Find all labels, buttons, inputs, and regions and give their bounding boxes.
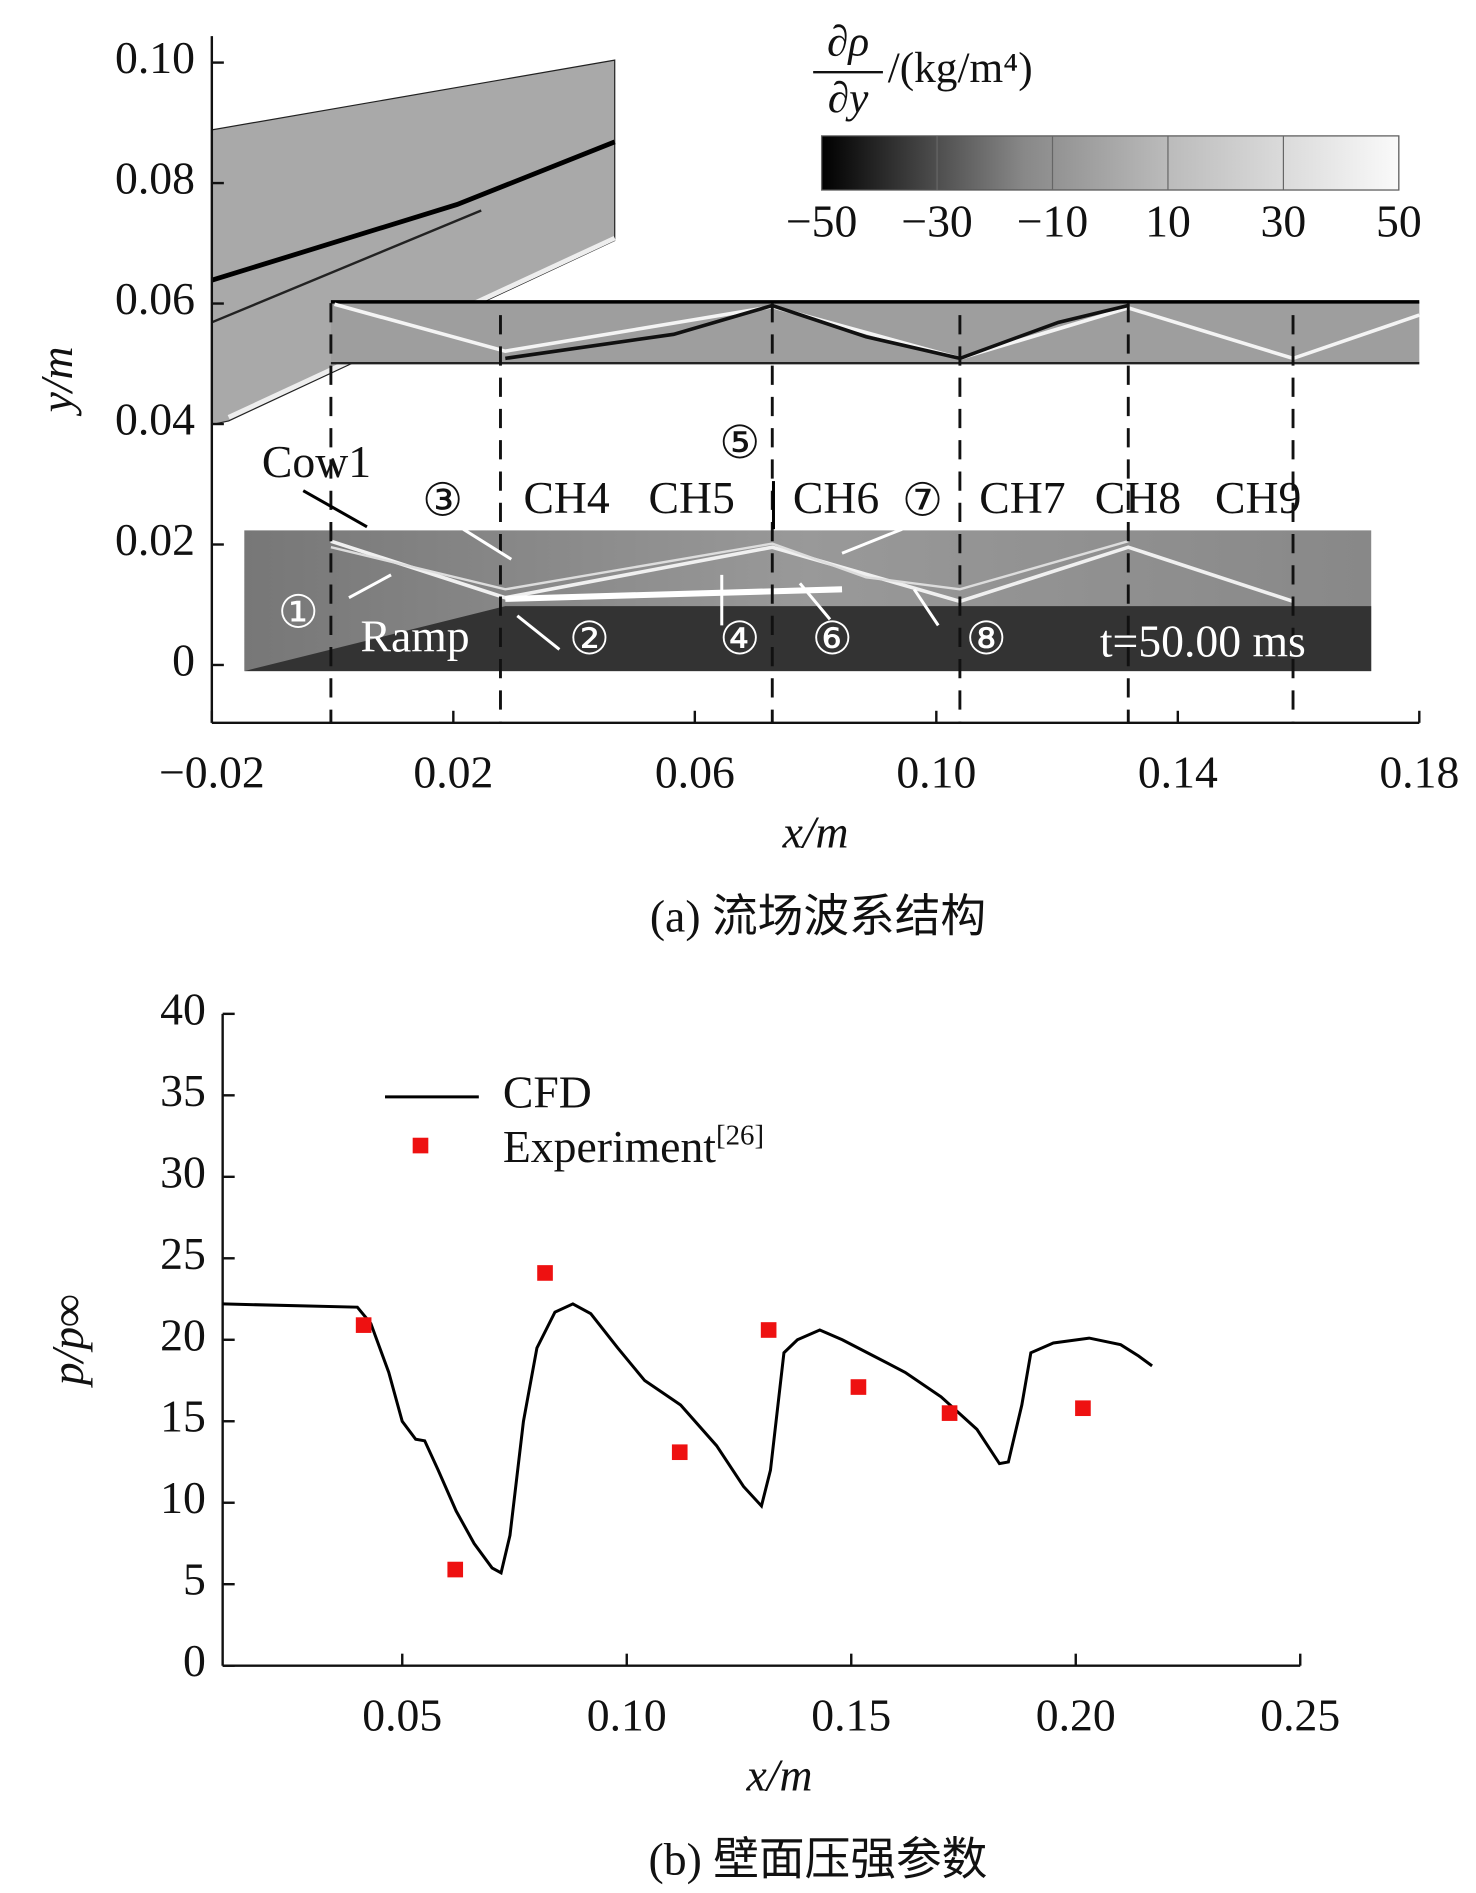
annotation: CH5 xyxy=(649,472,735,523)
y-tick-label: 5 xyxy=(183,1554,206,1605)
colorbar-tick-label: −10 xyxy=(1017,196,1088,247)
colorbar-tick-label: −50 xyxy=(786,196,857,247)
x-tick-label: 0.06 xyxy=(655,746,735,797)
experiment-point xyxy=(447,1561,464,1578)
colorbar-unit: /(kg/m⁴) xyxy=(888,44,1033,92)
annotation: CH9 xyxy=(1215,472,1301,523)
cfd-line xyxy=(222,1302,1153,1576)
annotation: ④ xyxy=(719,613,760,664)
x-axis-label: x/m xyxy=(782,807,849,858)
colorbar-denominator: ∂y xyxy=(828,74,869,122)
annotation: CH7 xyxy=(979,472,1065,523)
citation: [26] xyxy=(716,1119,764,1151)
legend-label: CFD xyxy=(503,1066,592,1117)
experiment-point xyxy=(760,1322,777,1338)
annotation: ① xyxy=(278,586,319,637)
colorbar-tick-label: 10 xyxy=(1145,196,1191,247)
dashed-lines xyxy=(329,303,1295,723)
experiment-point xyxy=(850,1379,867,1395)
annotation: Cow1 xyxy=(262,436,371,487)
annotation: ⑥ xyxy=(812,613,853,664)
colorbar xyxy=(820,135,1400,191)
y-tick-label: 0.02 xyxy=(115,514,195,565)
legend-marker xyxy=(412,1137,429,1154)
y-tick-label: 0.10 xyxy=(115,32,195,83)
annotation: ② xyxy=(569,613,610,664)
annotation: ⑤ xyxy=(719,417,760,468)
caption: (b) 壁面压强参数 xyxy=(649,1834,988,1885)
legend-name: Experiment xyxy=(503,1122,716,1173)
arrows xyxy=(302,481,940,651)
x-tick-label: 0.05 xyxy=(362,1689,442,1740)
experiment-point xyxy=(1075,1400,1091,1417)
y-axis-label: p/p∞ xyxy=(42,1294,93,1388)
caption: (a) 流场波系结构 xyxy=(650,891,986,942)
x-tick-label: 0.10 xyxy=(896,746,976,797)
experiment-point xyxy=(355,1317,372,1333)
x-tick-label: 0.14 xyxy=(1138,746,1218,797)
annotation: t=50.00 ms xyxy=(1100,615,1306,666)
y-tick-label: 0.04 xyxy=(115,394,195,445)
y-tick-label: 20 xyxy=(160,1309,206,1360)
x-tick-label: 0.02 xyxy=(413,746,493,797)
y-axis-label: y/m xyxy=(31,346,82,416)
annotation: CH6 xyxy=(793,472,879,523)
y-tick-label: 25 xyxy=(160,1228,206,1279)
experiment-point xyxy=(537,1265,553,1281)
annotation: CH4 xyxy=(523,472,609,523)
colorbar-tick-label: 30 xyxy=(1261,196,1307,247)
legend-label: Experiment[26] xyxy=(503,1119,764,1172)
experiment-point xyxy=(671,1444,688,1461)
annotation: CH8 xyxy=(1095,472,1181,523)
x-tick-label: 0.25 xyxy=(1260,1689,1340,1740)
y-tick-label: 15 xyxy=(160,1391,206,1442)
y-tick-label: 0.06 xyxy=(115,273,195,324)
annotation: ⑧ xyxy=(966,613,1007,664)
x-tick-label: 0.15 xyxy=(811,1689,891,1740)
annotation: Ramp xyxy=(361,611,470,662)
x-tick-label: −0.02 xyxy=(159,746,265,797)
y-tick-label: 10 xyxy=(160,1472,206,1523)
x-tick-label: 0.10 xyxy=(587,1689,667,1740)
y-tick-label: 35 xyxy=(160,1065,206,1116)
colorbar-tick-label: 50 xyxy=(1376,196,1422,247)
y-tick-label: 0 xyxy=(172,634,195,685)
y-tick-label: 0.08 xyxy=(115,153,195,204)
annotation: ③ xyxy=(422,475,463,526)
colorbar-tick-label: −30 xyxy=(901,196,972,247)
annotation: ⑦ xyxy=(902,475,943,526)
colorbar-numerator: ∂ρ xyxy=(827,18,869,66)
x-axis-label: x/m xyxy=(746,1749,813,1800)
y-tick-label: 40 xyxy=(160,983,206,1034)
x-tick-label: 0.18 xyxy=(1379,746,1459,797)
y-tick-label: 0 xyxy=(183,1635,206,1686)
y-tick-label: 30 xyxy=(160,1146,206,1197)
experiment-point xyxy=(941,1405,958,1421)
x-tick-label: 0.20 xyxy=(1036,1689,1116,1740)
